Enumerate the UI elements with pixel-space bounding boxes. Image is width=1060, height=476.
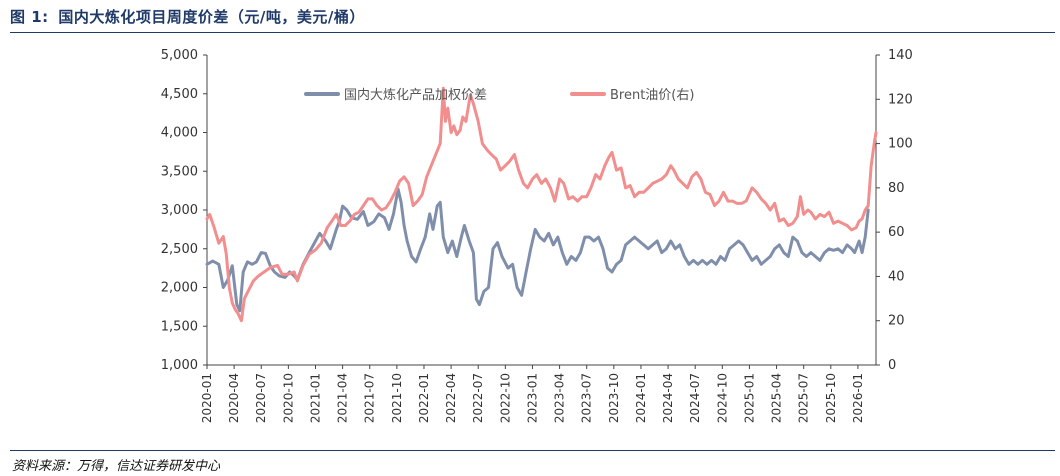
source-note: 资料来源：万得，信达证券研发中心 — [12, 459, 221, 474]
x-tick-label: 2024-07 — [688, 373, 702, 423]
left-tick-label: 4,500 — [161, 87, 198, 102]
right-tick-label: 80 — [888, 181, 905, 196]
right-tick-label: 120 — [888, 92, 913, 107]
x-tick-label: 2023-10 — [607, 373, 621, 423]
x-tick-label: 2022-04 — [444, 373, 458, 423]
right-tick-label: 140 — [888, 48, 913, 63]
right-tick-label: 60 — [888, 225, 905, 240]
x-tick-label: 2023-01 — [525, 373, 539, 423]
x-tick-label: 2022-01 — [417, 373, 431, 423]
source-divider — [10, 450, 1055, 451]
right-tick-label: 40 — [888, 269, 905, 284]
x-tick-label: 2021-10 — [390, 373, 404, 423]
x-tick-label: 2022-07 — [471, 373, 485, 423]
legend-label-brent: Brent油价(右) — [610, 88, 694, 103]
title-divider — [10, 32, 1055, 33]
x-tick-label: 2025-07 — [797, 373, 811, 423]
left-tick-label: 4,000 — [161, 126, 198, 141]
left-tick-label: 5,000 — [161, 48, 198, 63]
figure-label: 图 1: — [10, 8, 49, 26]
figure-title: 图 1: 国内大炼化项目周度价差（元/吨，美元/桶） — [10, 6, 365, 27]
left-tick-label: 1,000 — [161, 358, 198, 373]
right-tick-label: 0 — [888, 358, 896, 373]
x-tick-label: 2020-04 — [227, 373, 241, 423]
x-tick-label: 2024-04 — [661, 373, 675, 423]
left-tick-label: 1,500 — [161, 319, 198, 334]
figure-title-text: 国内大炼化项目周度价差（元/吨，美元/桶） — [58, 8, 365, 26]
x-tick-label: 2024-01 — [634, 373, 648, 423]
x-tick-label: 2025-10 — [824, 373, 838, 423]
left-tick-label: 3,000 — [161, 203, 198, 218]
x-tick-label: 2025-01 — [742, 373, 756, 423]
right-tick-label: 20 — [888, 314, 905, 329]
x-tick-label: 2020-01 — [200, 373, 214, 423]
x-tick-label: 2022-10 — [498, 373, 512, 423]
x-tick-label: 2020-10 — [281, 373, 295, 423]
x-tick-label: 2020-07 — [254, 373, 268, 423]
x-tick-label: 2023-04 — [553, 373, 567, 423]
legend-label-spread: 国内大炼化产品加权价差 — [344, 87, 487, 103]
x-tick-label: 2024-10 — [715, 373, 729, 423]
brent-series-line — [205, 86, 878, 323]
x-tick-label: 2023-07 — [580, 373, 594, 423]
x-tick-label: 2021-04 — [336, 373, 350, 423]
x-tick-label: 2025-04 — [770, 373, 784, 423]
right-tick-label: 100 — [888, 137, 913, 152]
left-tick-label: 2,000 — [161, 281, 198, 296]
x-tick-label: 2021-07 — [363, 373, 377, 423]
x-tick-label: 2021-01 — [308, 373, 322, 423]
left-tick-label: 2,500 — [161, 242, 198, 257]
x-tick-label: 2026-01 — [851, 373, 865, 423]
left-tick-label: 3,500 — [161, 164, 198, 179]
